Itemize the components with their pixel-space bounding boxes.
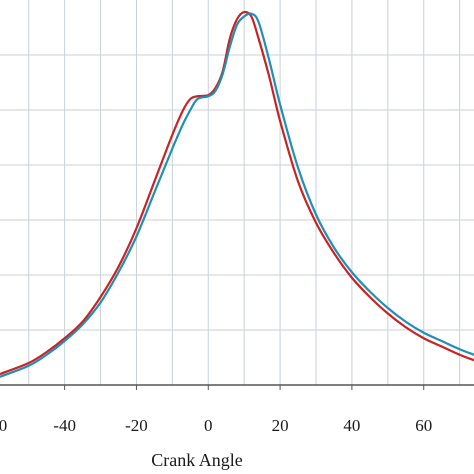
x-tick-label: -40 <box>53 416 76 435</box>
x-tick-label: 20 <box>272 416 289 435</box>
x-tick-label: 0 <box>204 416 213 435</box>
x-tick-label: -20 <box>125 416 148 435</box>
series-line-blue <box>0 12 474 378</box>
x-tick-label: 40 <box>343 416 360 435</box>
x-axis-title: Crank Angle <box>151 450 243 470</box>
series-line-red <box>0 10 474 376</box>
x-tick-label: 0 <box>0 416 7 435</box>
x-tick-labels: 0 -40 -20 0 20 40 60 <box>0 416 432 435</box>
x-tick-label: 60 <box>415 416 432 435</box>
series-lines <box>0 10 474 378</box>
grid-lines <box>0 0 474 385</box>
x-axis <box>0 384 474 390</box>
